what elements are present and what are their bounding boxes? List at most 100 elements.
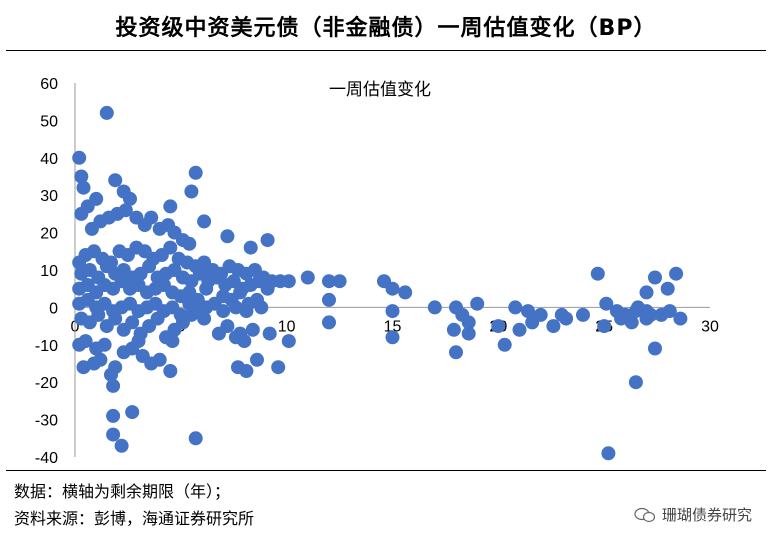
data-point <box>93 352 108 367</box>
wechat-icon <box>634 507 656 522</box>
data-point <box>491 319 506 334</box>
data-point <box>245 322 260 337</box>
data-point <box>673 311 688 326</box>
data-point <box>106 427 121 442</box>
watermark: 珊瑚债券研究 <box>634 504 752 525</box>
data-point <box>74 169 89 184</box>
data-point <box>239 304 254 319</box>
data-point <box>91 307 106 322</box>
data-point <box>184 184 199 199</box>
data-point <box>199 300 214 315</box>
watermark-text: 珊瑚债券研究 <box>661 506 752 524</box>
data-point <box>576 307 590 322</box>
x-tick-label: 10 <box>278 318 296 335</box>
y-tick-label: 40 <box>40 151 58 168</box>
data-point <box>125 405 140 420</box>
data-point <box>639 285 654 300</box>
data-point <box>250 352 264 367</box>
data-point <box>76 180 91 195</box>
data-point <box>199 281 214 296</box>
data-point <box>118 203 133 218</box>
data-point <box>262 326 277 341</box>
data-point <box>106 378 121 393</box>
chart-title: 一周估值变化 <box>329 80 431 100</box>
data-point <box>152 352 167 367</box>
data-point <box>427 300 442 315</box>
data-point <box>104 367 118 382</box>
data-point <box>332 274 347 289</box>
data-point <box>80 199 95 214</box>
data-point <box>184 307 199 322</box>
data-point <box>114 438 129 453</box>
data-point <box>237 334 252 349</box>
data-point <box>470 296 485 311</box>
data-point <box>125 315 140 330</box>
data-point <box>461 315 476 330</box>
data-point <box>599 296 614 311</box>
data-point <box>385 304 400 319</box>
data-point <box>322 292 336 307</box>
y-tick-labels: 60 50 40 30 20 10 0 -10 -20 -30 -40 <box>35 76 58 467</box>
data-point <box>521 304 535 319</box>
y-tick-label: 30 <box>40 188 58 205</box>
data-point <box>322 274 336 289</box>
data-point <box>461 326 476 341</box>
y-tick-label: 20 <box>40 226 58 243</box>
data-point <box>150 311 165 326</box>
data-point <box>648 341 662 356</box>
data-point <box>546 319 561 334</box>
data-point <box>669 266 684 281</box>
data-point <box>220 229 235 244</box>
data-point <box>497 337 512 352</box>
data-point <box>597 319 612 334</box>
data-point <box>197 311 212 326</box>
data-point <box>385 281 400 296</box>
data-point <box>76 360 91 375</box>
data-point <box>508 300 523 315</box>
data-point <box>123 191 137 206</box>
data-point <box>254 300 269 315</box>
data-point <box>182 236 197 251</box>
y-tick-label: 10 <box>40 263 58 280</box>
data-point <box>165 334 180 349</box>
data-point <box>108 173 123 188</box>
data-point <box>163 199 178 214</box>
x-tick-label: 30 <box>701 318 719 335</box>
data-point <box>628 304 643 319</box>
data-point <box>260 281 275 296</box>
data-point <box>590 266 605 281</box>
data-point <box>163 240 178 255</box>
data-point <box>559 311 574 326</box>
data-point <box>233 285 248 300</box>
data-point <box>99 105 114 120</box>
data-point <box>322 315 336 330</box>
y-tick-label: 0 <box>49 300 58 317</box>
data-point <box>446 322 461 337</box>
data-point <box>271 360 286 375</box>
data-point <box>660 281 675 296</box>
y-tick-label: 50 <box>40 113 58 130</box>
data-point <box>108 311 123 326</box>
data-points <box>72 105 688 461</box>
page-title: 投资级中资美元债（非金融债）一周估值变化（BP） <box>115 16 657 41</box>
data-point <box>512 322 527 337</box>
data-point <box>197 214 212 229</box>
data-point <box>662 304 677 319</box>
y-tick-label: -10 <box>35 338 58 355</box>
data-point <box>385 330 400 345</box>
data-point <box>188 431 203 446</box>
source-note: 资料来源：彭博，海通证券研究所 <box>14 509 255 528</box>
data-point <box>618 307 633 322</box>
data-note: 数据：横轴为剩余期限（年）； <box>14 482 231 501</box>
data-point <box>628 375 643 390</box>
data-point <box>78 334 93 349</box>
data-point <box>239 364 254 378</box>
data-point <box>601 446 616 461</box>
data-point <box>300 270 315 285</box>
data-point <box>525 315 540 330</box>
data-point <box>281 274 296 289</box>
data-point <box>97 337 112 352</box>
bottom-rule <box>6 470 766 471</box>
data-point <box>398 285 413 300</box>
